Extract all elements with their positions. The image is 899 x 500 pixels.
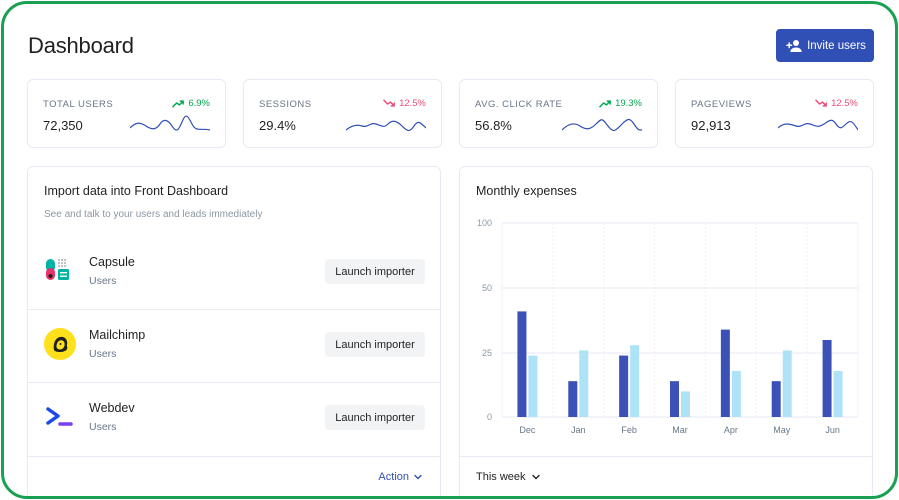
chevron-down-icon: [531, 474, 540, 480]
import-name: Webdev: [89, 401, 135, 415]
sparkline-chart: [130, 115, 210, 131]
stat-change: 12.5%: [815, 98, 858, 109]
action-dropdown[interactable]: Action: [378, 471, 422, 483]
chart-bar: [517, 311, 527, 417]
stat-card-total-users[interactable]: TOTAL USERS 72,350 6.9%: [27, 79, 226, 148]
stat-change-value: 12.5%: [399, 98, 426, 109]
chart-bar: [579, 350, 589, 417]
add-user-icon: [786, 39, 802, 52]
x-tick-label: Mar: [672, 425, 688, 435]
stat-card-avg-click-rate[interactable]: AVG. CLICK RATE 56.8% 19.3%: [459, 79, 658, 148]
launch-importer-button[interactable]: Launch importer: [325, 332, 425, 357]
trending-up-icon: [599, 100, 611, 108]
row-divider: [28, 309, 440, 310]
footer-divider: [460, 456, 872, 457]
stat-change: 6.9%: [172, 98, 210, 109]
page-title: Dashboard: [28, 33, 134, 58]
stat-change-value: 6.9%: [188, 98, 210, 109]
chart-bar: [833, 370, 843, 417]
y-tick-label: 100: [477, 218, 492, 228]
y-tick-label: 25: [482, 348, 492, 358]
chevron-down-icon: [414, 474, 422, 480]
import-panel-title: Import data into Front Dashboard: [44, 184, 229, 198]
chart-bar: [528, 355, 538, 417]
import-panel-subtitle: See and talk to your users and leads imm…: [44, 209, 263, 220]
row-divider: [28, 382, 440, 383]
list-item-webdev: Webdev Users Launch importer: [28, 383, 440, 456]
x-tick-label: May: [773, 425, 791, 435]
list-item-mailchimp: Mailchimp Users Launch importer: [28, 310, 440, 383]
sparkline-chart: [562, 118, 642, 132]
chart-bar: [681, 391, 690, 417]
trending-down-icon: [815, 99, 827, 107]
launch-importer-button[interactable]: Launch importer: [325, 259, 425, 284]
launch-importer-button[interactable]: Launch importer: [325, 405, 425, 430]
footer-divider: [28, 456, 440, 457]
expenses-panel-title: Monthly expenses: [476, 184, 577, 198]
period-dropdown[interactable]: This week: [476, 471, 540, 483]
invite-users-button[interactable]: Invite users: [776, 29, 874, 62]
stat-change: 12.5%: [383, 98, 426, 109]
chart-bar: [720, 329, 730, 417]
webdev-logo-icon: [46, 407, 73, 426]
stat-value: 92,913: [691, 118, 731, 133]
stat-value: 56.8%: [475, 118, 512, 133]
stat-value: 29.4%: [259, 118, 296, 133]
x-tick-label: Jun: [825, 425, 840, 435]
monthly-expenses-panel: Monthly expenses 0 25 50 100 Dec Jan Feb Mar Apr…: [459, 166, 873, 496]
stat-card-pageviews[interactable]: PAGEVIEWS 92,913 12.5%: [675, 79, 874, 148]
capsule-logo-icon: [46, 259, 69, 280]
import-type: Users: [89, 275, 117, 287]
chart-bar: [782, 350, 792, 417]
invite-users-label: Invite users: [807, 39, 866, 52]
stat-value: 72,350: [43, 118, 83, 133]
import-type: Users: [89, 421, 117, 433]
x-tick-label: Jan: [571, 425, 586, 435]
x-tick-label: Dec: [519, 425, 536, 435]
chart-bar: [670, 381, 679, 417]
mailchimp-logo-icon: [44, 328, 76, 360]
chart-bar: [619, 355, 629, 417]
stat-label: TOTAL USERS: [43, 99, 114, 110]
y-tick-label: 50: [482, 283, 492, 293]
stat-label: PAGEVIEWS: [691, 99, 752, 110]
trending-up-icon: [172, 100, 185, 108]
monthly-expenses-chart: 0 25 50 100 Dec Jan Feb Mar Apr May Jun: [477, 218, 859, 435]
sparkline-chart: [346, 120, 426, 132]
import-name: Mailchimp: [89, 328, 146, 342]
chart-bar: [731, 370, 741, 417]
stat-change: 19.3%: [599, 98, 642, 109]
y-tick-label: 0: [487, 412, 492, 422]
trending-down-icon: [383, 99, 395, 107]
list-item-capsule: Capsule Users Launch importer: [28, 237, 440, 310]
sparkline-chart: [778, 119, 858, 131]
stat-label: SESSIONS: [259, 99, 312, 110]
chart-bar: [822, 340, 832, 417]
import-type: Users: [89, 348, 117, 360]
x-tick-label: Feb: [621, 425, 637, 435]
stat-change-value: 19.3%: [615, 98, 642, 109]
x-tick-label: Apr: [724, 425, 738, 435]
stat-change-value: 12.5%: [831, 98, 858, 109]
period-label: This week: [476, 471, 526, 483]
chart-bar: [630, 345, 640, 417]
import-data-panel: Import data into Front Dashboard See and…: [27, 166, 441, 496]
action-label: Action: [378, 471, 409, 483]
stat-card-sessions[interactable]: SESSIONS 29.4% 12.5%: [243, 79, 442, 148]
chart-bar: [771, 381, 781, 417]
import-name: Capsule: [89, 255, 135, 269]
stat-label: AVG. CLICK RATE: [475, 99, 563, 110]
chart-bar: [568, 381, 578, 417]
